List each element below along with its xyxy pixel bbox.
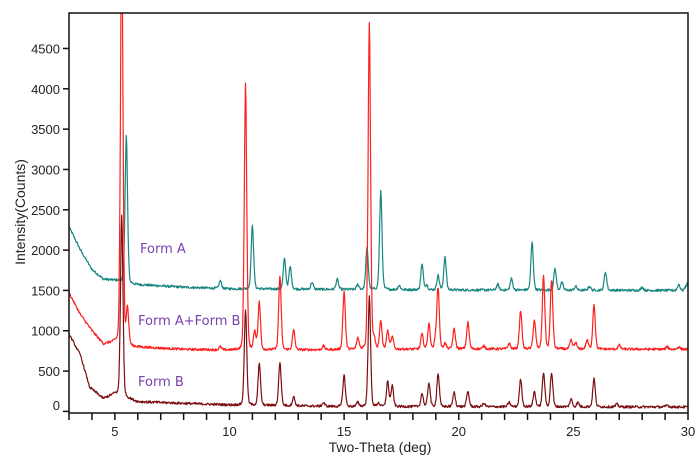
y-axis-title: Intensity(Counts) bbox=[12, 159, 28, 265]
x-axis-title: Two-Theta (deg) bbox=[329, 439, 432, 455]
x-tick-label: 30 bbox=[681, 424, 695, 439]
series-line-2 bbox=[69, 214, 688, 409]
y-tick-label: 4500 bbox=[31, 41, 60, 56]
series-layer bbox=[69, 13, 688, 409]
y-tick-label: 1000 bbox=[31, 324, 60, 339]
series-line-0 bbox=[69, 134, 688, 293]
x-tick-label: 20 bbox=[452, 424, 466, 439]
series-line-1 bbox=[69, 13, 688, 352]
y-tick-label: 3000 bbox=[31, 162, 60, 177]
y-tick-label: 500 bbox=[38, 364, 60, 379]
y-tick-label: 0 bbox=[53, 398, 60, 413]
y-tick-label: 1500 bbox=[31, 283, 60, 298]
plot-frame bbox=[68, 12, 689, 414]
y-tick-label: 2000 bbox=[31, 243, 60, 258]
x-tick-label: 10 bbox=[222, 424, 236, 439]
series-label: Form A bbox=[140, 242, 186, 257]
x-tick-label: 25 bbox=[566, 424, 580, 439]
y-tick-label: 2500 bbox=[31, 203, 60, 218]
x-axis: 5 10 15 20 25 30 bbox=[68, 413, 695, 439]
y-tick-label: 3500 bbox=[31, 122, 60, 137]
y-tick-label: 4000 bbox=[31, 82, 60, 97]
x-tick-label: 15 bbox=[337, 424, 351, 439]
y-axis: 0 500 1000 1500 2000 2500 3000 3500 4000 4500 bbox=[31, 41, 69, 413]
x-tick-label: 5 bbox=[111, 424, 118, 439]
series-label: Form B bbox=[138, 375, 184, 390]
series-label: Form A+Form B bbox=[138, 314, 240, 329]
series-labels: Form A Form A+Form B Form B bbox=[138, 242, 240, 390]
